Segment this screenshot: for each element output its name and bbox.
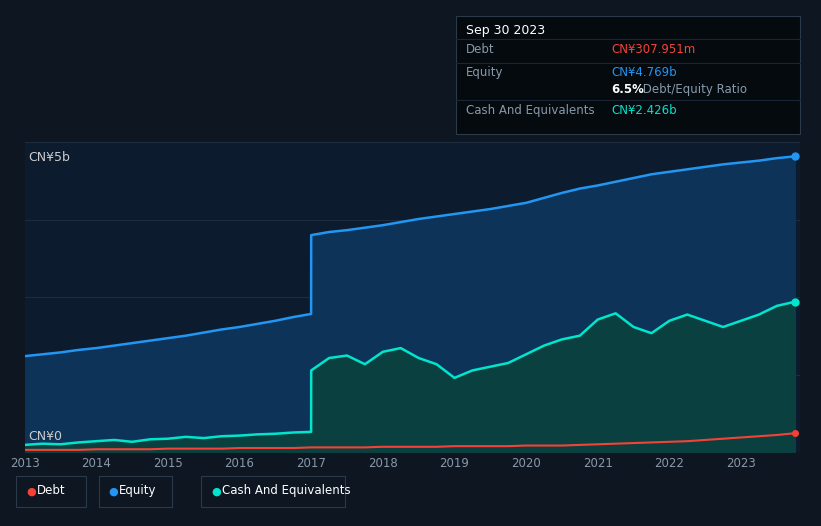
Text: Debt: Debt bbox=[466, 43, 494, 56]
Text: ●: ● bbox=[211, 486, 221, 497]
Text: Cash And Equivalents: Cash And Equivalents bbox=[222, 484, 351, 498]
Text: Sep 30 2023: Sep 30 2023 bbox=[466, 24, 544, 37]
Text: CN¥307.951m: CN¥307.951m bbox=[612, 43, 696, 56]
Text: ●: ● bbox=[108, 486, 118, 497]
Text: 6.5%: 6.5% bbox=[612, 83, 644, 96]
Text: Equity: Equity bbox=[119, 484, 157, 498]
Text: Debt/Equity Ratio: Debt/Equity Ratio bbox=[639, 83, 747, 96]
Text: CN¥0: CN¥0 bbox=[29, 430, 62, 443]
Text: CN¥4.769b: CN¥4.769b bbox=[612, 66, 677, 79]
Text: Debt: Debt bbox=[37, 484, 66, 498]
Text: Equity: Equity bbox=[466, 66, 503, 79]
Text: Cash And Equivalents: Cash And Equivalents bbox=[466, 104, 594, 117]
Text: ●: ● bbox=[26, 486, 36, 497]
Text: CN¥2.426b: CN¥2.426b bbox=[612, 104, 677, 117]
Text: CN¥5b: CN¥5b bbox=[29, 151, 71, 164]
